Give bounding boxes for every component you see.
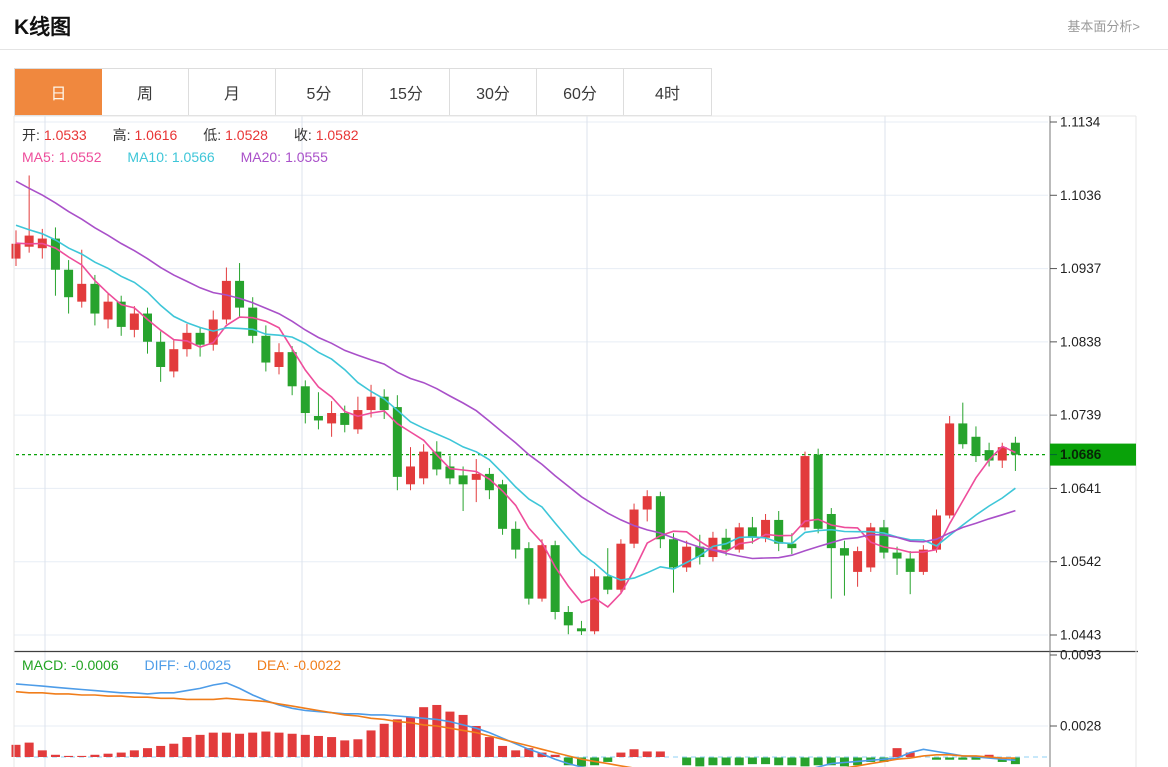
dea-line (15, 690, 1016, 767)
tab-30min[interactable]: 30分 (450, 69, 537, 115)
tab-60min[interactable]: 60分 (537, 69, 624, 115)
macd-histogram (11, 704, 1020, 767)
ma20-value: 1.0555 (285, 149, 328, 165)
close-label: 收: (293, 127, 312, 143)
tab-5min[interactable]: 5分 (276, 69, 363, 115)
page-title: K线图 (14, 16, 72, 39)
diff-label: DIFF: (144, 657, 180, 673)
svg-text:1.1134: 1.1134 (1060, 115, 1101, 130)
svg-text:1.0838: 1.0838 (1060, 334, 1101, 349)
ohlc-legend: 开: 1.0533 高: 1.0616 低: 1.0528 收: 1.0582 (22, 125, 363, 145)
ma5-label: MA5: (22, 149, 55, 165)
low-value: 1.0528 (225, 127, 268, 143)
ma5-line (15, 242, 1016, 608)
fundamental-analysis-link[interactable]: 基本面分析> (1067, 19, 1140, 34)
tab-week[interactable]: 周 (102, 69, 189, 115)
open-label: 开: (22, 127, 40, 143)
svg-text:0.0093: 0.0093 (1060, 648, 1101, 663)
ma5-value: 1.0552 (58, 149, 102, 165)
low-label: 低: (203, 127, 222, 143)
svg-text:1.0739: 1.0739 (1060, 408, 1101, 423)
ma-legend: MA5: 1.0552 MA10: 1.0566 MA20: 1.0555 (22, 149, 332, 165)
current-price-badge: 1.0686 (1050, 443, 1136, 466)
tab-day[interactable]: 日 (15, 69, 102, 115)
diff-line (15, 681, 1016, 767)
dea-label: DEA: (256, 657, 290, 673)
ma10-label: MA10: (127, 149, 168, 165)
interval-tabbar: 日 周 月 5分 15分 30分 60分 4时 (14, 68, 712, 116)
svg-text:1.0443: 1.0443 (1060, 628, 1101, 643)
macd-value: -0.0006 (71, 657, 119, 673)
svg-text:0.0028: 0.0028 (1060, 719, 1101, 734)
candles-layer (11, 175, 1020, 635)
macd-axis-labels: 0.0093 0.0028 (1050, 648, 1101, 734)
ma20-label: MA20: (240, 149, 282, 165)
tab-4hour[interactable]: 4时 (624, 69, 711, 115)
high-value: 1.0616 (134, 127, 178, 143)
macd-legend: MACD: -0.0006 DIFF: -0.0025 DEA: -0.0022 (22, 657, 345, 673)
svg-text:1.0937: 1.0937 (1060, 261, 1101, 276)
macd-label: MACD: (22, 657, 68, 673)
ma10-value: 1.0566 (171, 149, 215, 165)
y-axis-labels: 1.1134 1.1036 1.0937 1.0838 1.0739 1.0641 1.05… (1050, 115, 1101, 643)
ma10-line (15, 224, 1016, 581)
svg-text:1.1036: 1.1036 (1060, 188, 1101, 203)
close-value: 1.0582 (315, 127, 359, 143)
svg-text:1.0641: 1.0641 (1060, 481, 1101, 496)
svg-text:1.0542: 1.0542 (1060, 554, 1101, 569)
tab-month[interactable]: 月 (189, 69, 276, 115)
diff-value: -0.0025 (183, 657, 231, 673)
open-value: 1.0533 (43, 127, 87, 143)
high-label: 高: (112, 127, 131, 143)
svg-text:1.0686: 1.0686 (1060, 447, 1102, 462)
dea-value: -0.0022 (293, 657, 342, 673)
page-header: K线图 基本面分析> (0, 0, 1168, 50)
ma20-line (15, 180, 1016, 560)
tab-15min[interactable]: 15分 (363, 69, 450, 115)
